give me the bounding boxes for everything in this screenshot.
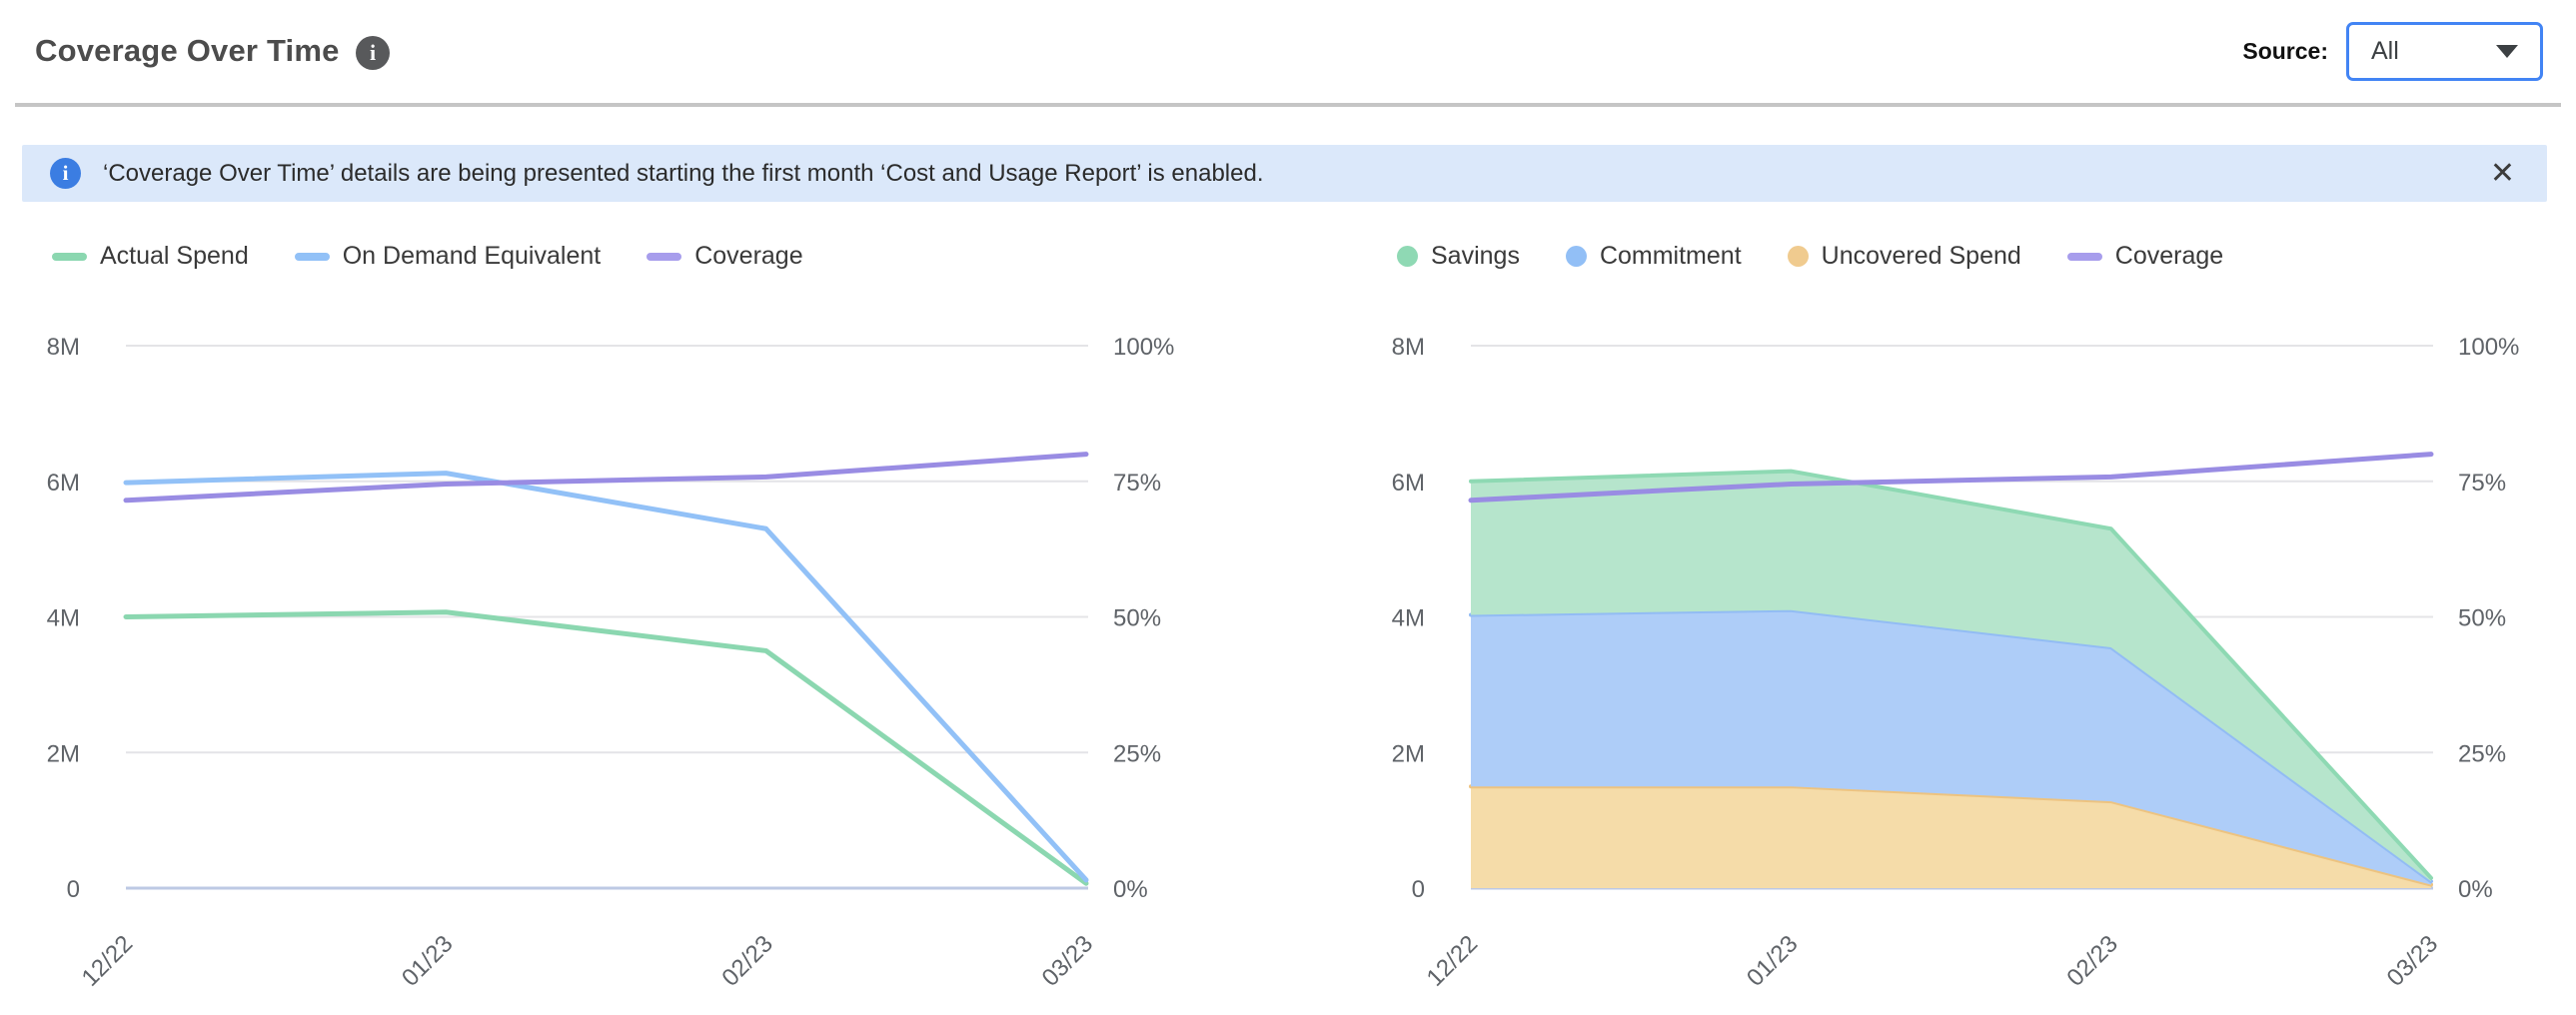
left-axis-tick: 6M (47, 470, 80, 497)
x-axis-labels: 12/22 01/23 02/23 03/23 (1422, 930, 2444, 992)
series-area-savings[interactable] (1471, 471, 2431, 882)
left-axis-tick: 0 (1412, 876, 1425, 903)
info-banner: i ‘Coverage Over Time’ details are being… (22, 145, 2547, 202)
legend-swatch-icon (294, 252, 330, 261)
right-axis-tick: 50% (2458, 605, 2506, 632)
left-axis-tick: 6M (1392, 470, 1425, 497)
x-axis-tick: 12/22 (1422, 930, 1484, 992)
banner-text: ‘Coverage Over Time’ details are being p… (103, 159, 1264, 187)
y-axis-labels: 8M 100% 6M 75% 4M 50% 2M 25% 0 0% (1392, 334, 2520, 903)
left-axis-tick: 8M (1392, 334, 1425, 361)
legend-label: Commitment (1599, 242, 1742, 270)
source-dropdown[interactable]: All (2346, 22, 2543, 81)
right-axis-tick: 100% (1113, 334, 1174, 361)
series-group (123, 452, 1089, 886)
area-chart-legend: Savings Commitment Uncovered Spend Coverage (1397, 242, 2223, 271)
legend-swatch-icon (1397, 246, 1418, 267)
series-area-uncovered-spend[interactable] (1471, 786, 2431, 888)
x-axis-tick: 03/23 (2382, 930, 2444, 992)
series-group (1468, 452, 2434, 888)
banner-info-icon: i (50, 158, 81, 189)
x-axis-tick: 01/23 (397, 930, 459, 992)
series-line-on-demand-equivalent[interactable] (123, 471, 1089, 883)
left-axis-tick: 2M (47, 740, 80, 767)
page-title: Coverage Over Time (35, 33, 340, 68)
legend-label: Actual Spend (100, 242, 249, 270)
series-line-actual-spend[interactable] (123, 609, 1089, 886)
source-dropdown-value: All (2371, 37, 2399, 65)
series-area-commitment[interactable] (1471, 609, 2431, 885)
right-axis-tick: 50% (1113, 605, 1161, 632)
left-axis-tick: 2M (1392, 740, 1425, 767)
right-axis-tick: 0% (1113, 876, 1148, 903)
savings-coverage-area-chart: Savings Commitment Uncovered Spend Coverage… (1367, 232, 2576, 1013)
panel-header: Coverage Over Time i Source: All (0, 0, 2576, 104)
legend-item-actual-spend[interactable]: Actual Spend (52, 242, 249, 271)
chevron-down-icon (2496, 45, 2518, 58)
source-control: Source: All (2242, 22, 2543, 81)
spend-coverage-line-chart: Actual Spend On Demand Equivalent Coverage… (22, 232, 1276, 1013)
legend-label: Uncovered Spend (1821, 242, 2021, 270)
series-line-coverage[interactable] (1468, 452, 2434, 504)
source-label: Source: (2242, 38, 2328, 64)
legend-label: Coverage (2114, 242, 2224, 270)
legend-swatch-icon (646, 252, 682, 261)
legend-swatch-icon (1787, 246, 1809, 267)
area-chart-canvas[interactable]: 8M 100% 6M 75% 4M 50% 2M 25% 0 0% 12/22 01/23 02/23 0… (1367, 296, 2576, 1011)
right-axis-tick: 100% (2458, 334, 2519, 361)
legend-swatch-icon (2066, 252, 2102, 261)
legend-item-coverage[interactable]: Coverage (2066, 242, 2224, 271)
legend-item-commitment[interactable]: Commitment (1565, 242, 1742, 271)
x-axis-tick: 02/23 (2061, 930, 2123, 992)
x-axis-tick: 12/22 (77, 930, 139, 992)
x-axis-tick: 03/23 (1037, 930, 1099, 992)
legend-label: Savings (1431, 242, 1520, 270)
legend-item-savings[interactable]: Savings (1397, 242, 1520, 271)
legend-item-on-demand-equivalent[interactable]: On Demand Equivalent (294, 242, 602, 271)
x-axis-tick: 01/23 (1742, 930, 1804, 992)
y-axis-labels: 8M 100% 6M 75% 4M 50% 2M 25% 0 0% (47, 334, 1175, 903)
right-axis-tick: 75% (2458, 470, 2506, 497)
legend-swatch-icon (1565, 246, 1587, 267)
x-axis-labels: 12/22 01/23 02/23 03/23 (77, 930, 1099, 992)
header-divider (15, 103, 2561, 107)
right-axis-tick: 25% (2458, 740, 2506, 767)
banner-close-icon[interactable]: ✕ (2489, 156, 2515, 190)
right-axis-tick: 75% (1113, 470, 1161, 497)
left-axis-tick: 0 (67, 876, 80, 903)
title-info-icon[interactable]: i (356, 36, 390, 70)
line-chart-legend: Actual Spend On Demand Equivalent Coverage (52, 242, 803, 271)
left-axis-tick: 8M (47, 334, 80, 361)
line-chart-canvas[interactable]: 8M 100% 6M 75% 4M 50% 2M 25% 0 0% 12/22 01/23 02/23 0… (22, 296, 1276, 1011)
left-axis-tick: 4M (1392, 605, 1425, 632)
right-axis-tick: 0% (2458, 876, 2493, 903)
series-line-coverage[interactable] (123, 452, 1089, 504)
left-axis-tick: 4M (47, 605, 80, 632)
legend-label: Coverage (694, 242, 803, 270)
series-area-edge-savings (1469, 469, 2433, 880)
legend-label: On Demand Equivalent (342, 242, 602, 270)
legend-item-uncovered-spend[interactable]: Uncovered Spend (1787, 242, 2021, 271)
right-axis-tick: 25% (1113, 740, 1161, 767)
legend-item-coverage[interactable]: Coverage (646, 242, 803, 271)
legend-swatch-icon (52, 252, 87, 261)
x-axis-tick: 02/23 (716, 930, 778, 992)
